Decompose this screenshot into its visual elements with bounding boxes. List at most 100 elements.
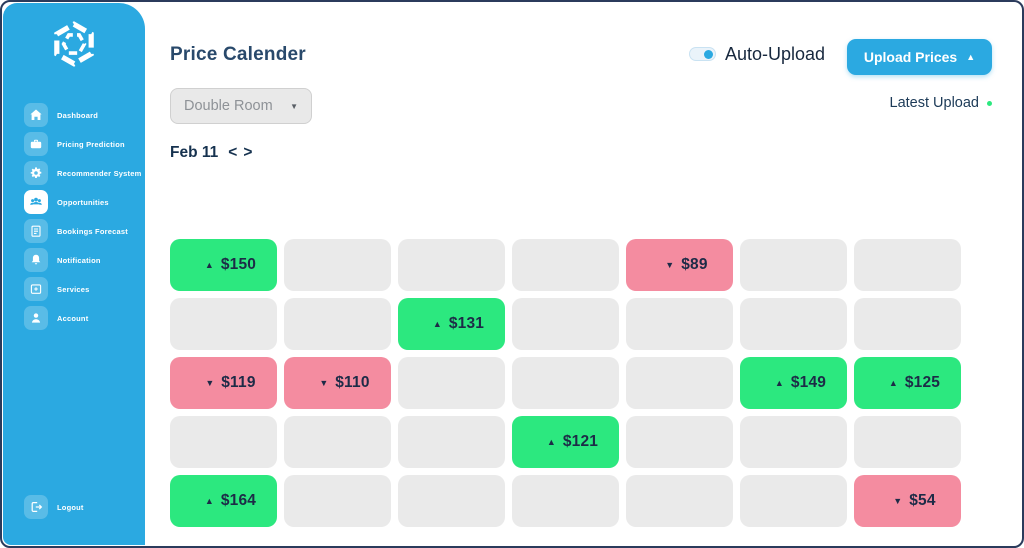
price-cell-empty[interactable] xyxy=(626,475,733,527)
price-calendar-grid: ▲ $150 ▼ $89 ▲ $131 ▼ $119 ▼ $110 ▲ $149 ▲ $125 ▲ $121 ▲… xyxy=(170,239,961,527)
trend-down-icon: ▼ xyxy=(665,259,675,270)
upload-prices-label: Upload Prices xyxy=(863,49,958,65)
prev-date-button[interactable]: < xyxy=(228,144,238,161)
app-logo xyxy=(3,3,145,69)
auto-upload-toggle[interactable] xyxy=(689,47,716,61)
trend-up-icon: ▲ xyxy=(432,318,442,329)
box-plus-icon xyxy=(24,277,48,301)
price-cell[interactable]: ▼ $89 xyxy=(626,239,733,291)
chevron-down-icon: ▼ xyxy=(290,101,298,111)
price-cell-empty[interactable] xyxy=(740,416,847,468)
room-type-dropdown[interactable]: Double Room ▼ xyxy=(170,88,312,124)
caret-up-icon: ▲ xyxy=(966,51,976,62)
price-cell-empty[interactable] xyxy=(626,298,733,350)
status-dot-icon xyxy=(987,100,992,106)
sidebar-item-notification[interactable]: Notification xyxy=(24,248,145,272)
sidebar-item-dashboard[interactable]: Dashboard xyxy=(24,103,145,127)
sidebar-item-account[interactable]: Account xyxy=(24,306,145,330)
sidebar-item-label: Pricing Prediction xyxy=(57,139,125,149)
trend-up-icon: ▲ xyxy=(204,495,214,506)
price-cell-empty[interactable] xyxy=(284,298,391,350)
price-cell[interactable]: ▲ $131 xyxy=(398,298,505,350)
date-navigation: Feb 11 < > xyxy=(170,144,253,162)
price-cell[interactable]: ▲ $149 xyxy=(740,357,847,409)
date-label: Feb 11 xyxy=(170,144,219,161)
sidebar-item-recommender-system[interactable]: Recommender System xyxy=(24,161,145,185)
price-cell-empty[interactable] xyxy=(398,239,505,291)
hexagon-logo-icon xyxy=(54,21,94,67)
bell-icon xyxy=(24,248,48,272)
sidebar-item-label: Bookings Forecast xyxy=(57,226,128,236)
trend-up-icon: ▲ xyxy=(546,436,556,447)
trend-down-icon: ▼ xyxy=(319,377,329,388)
price-value: $164 xyxy=(220,492,257,509)
price-cell-empty[interactable] xyxy=(512,298,619,350)
price-cell-empty[interactable] xyxy=(512,357,619,409)
price-cell[interactable]: ▼ $110 xyxy=(284,357,391,409)
auto-upload-label: Auto-Upload xyxy=(725,44,826,64)
trend-up-icon: ▲ xyxy=(774,377,784,388)
price-cell[interactable]: ▲ $125 xyxy=(854,357,961,409)
home-icon xyxy=(24,103,48,127)
price-cell-empty[interactable] xyxy=(626,416,733,468)
clipboard-icon xyxy=(24,219,48,243)
sidebar-item-label: Dashboard xyxy=(57,110,98,120)
price-cell-empty[interactable] xyxy=(626,357,733,409)
trend-down-icon: ▼ xyxy=(893,495,903,506)
price-cell-empty[interactable] xyxy=(740,298,847,350)
price-cell-empty[interactable] xyxy=(284,475,391,527)
upload-prices-button[interactable]: Upload Prices ▲ xyxy=(847,39,992,75)
sidebar-item-label: Account xyxy=(57,313,89,323)
trend-up-icon: ▲ xyxy=(204,259,214,270)
sidebar-item-label: Logout xyxy=(57,502,84,512)
price-value: $54 xyxy=(909,492,936,509)
price-cell-empty[interactable] xyxy=(854,416,961,468)
price-value: $89 xyxy=(681,256,708,273)
sidebar-item-opportunities[interactable]: Opportunities xyxy=(24,190,145,214)
page-title: Price Calender xyxy=(170,44,306,65)
briefcase-icon xyxy=(24,132,48,156)
logout-icon xyxy=(24,495,48,519)
user-icon xyxy=(24,306,48,330)
sidebar-item-services[interactable]: Services xyxy=(24,277,145,301)
price-cell-empty[interactable] xyxy=(398,357,505,409)
price-cell-empty[interactable] xyxy=(170,298,277,350)
price-value: $125 xyxy=(904,374,941,391)
price-cell-empty[interactable] xyxy=(398,416,505,468)
latest-upload: Latest Upload xyxy=(890,95,992,111)
sidebar-menu: Dashboard Pricing Prediction Recommender S… xyxy=(3,103,145,330)
price-cell[interactable]: ▼ $119 xyxy=(170,357,277,409)
sidebar-item-label: Recommender System xyxy=(57,168,142,178)
price-cell-empty[interactable] xyxy=(284,416,391,468)
price-cell-empty[interactable] xyxy=(740,475,847,527)
gear-icon xyxy=(24,161,48,185)
sidebar-item-bookings-forecast[interactable]: Bookings Forecast xyxy=(24,219,145,243)
trend-down-icon: ▼ xyxy=(205,377,215,388)
latest-upload-label: Latest Upload xyxy=(889,95,979,111)
price-cell-empty[interactable] xyxy=(398,475,505,527)
toggle-knob xyxy=(704,49,713,59)
sidebar-item-label: Notification xyxy=(57,255,101,265)
price-cell[interactable]: ▲ $150 xyxy=(170,239,277,291)
room-type-value: Double Room xyxy=(184,98,273,114)
price-cell[interactable]: ▼ $54 xyxy=(854,475,961,527)
price-cell-empty[interactable] xyxy=(170,416,277,468)
price-cell-empty[interactable] xyxy=(854,298,961,350)
trend-up-icon: ▲ xyxy=(888,377,898,388)
price-value: $121 xyxy=(562,433,599,450)
sidebar-item-pricing-prediction[interactable]: Pricing Prediction xyxy=(24,132,145,156)
sidebar: Dashboard Pricing Prediction Recommender S… xyxy=(3,3,145,545)
next-date-button[interactable]: > xyxy=(243,144,253,161)
price-cell-empty[interactable] xyxy=(740,239,847,291)
price-cell-empty[interactable] xyxy=(512,239,619,291)
sidebar-item-label: Opportunities xyxy=(57,197,109,207)
users-icon xyxy=(24,190,48,214)
sidebar-item-logout[interactable]: Logout xyxy=(24,495,145,519)
price-value: $119 xyxy=(221,374,256,391)
price-cell-empty[interactable] xyxy=(512,475,619,527)
price-cell[interactable]: ▲ $121 xyxy=(512,416,619,468)
price-cell-empty[interactable] xyxy=(284,239,391,291)
price-cell[interactable]: ▲ $164 xyxy=(170,475,277,527)
price-cell-empty[interactable] xyxy=(854,239,961,291)
